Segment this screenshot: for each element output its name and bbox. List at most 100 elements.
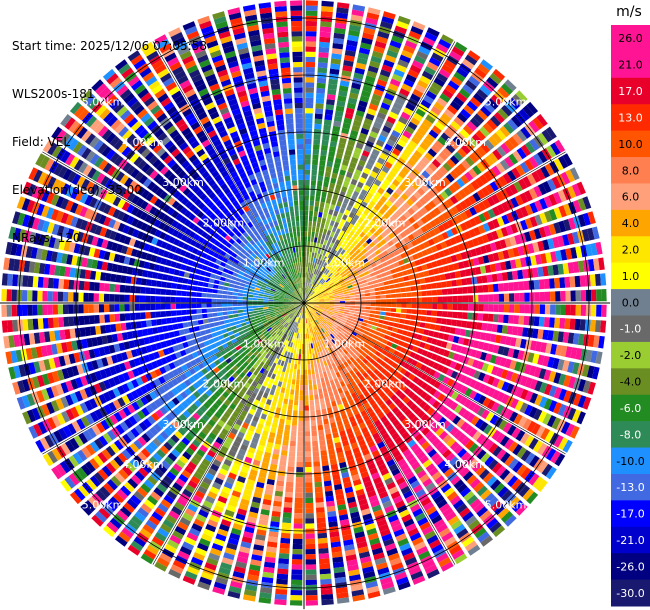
velocity-gate bbox=[466, 121, 478, 132]
velocity-gate bbox=[403, 210, 412, 219]
velocity-gate bbox=[341, 328, 347, 333]
velocity-gate bbox=[329, 220, 335, 227]
velocity-gate bbox=[370, 338, 377, 344]
velocity-gate bbox=[499, 159, 510, 171]
velocity-gate bbox=[444, 273, 451, 280]
velocity-gate bbox=[327, 341, 332, 348]
velocity-gate bbox=[318, 329, 322, 335]
velocity-gate bbox=[326, 314, 332, 319]
velocity-gate bbox=[295, 353, 299, 360]
velocity-gate bbox=[468, 168, 478, 179]
velocity-gate bbox=[428, 162, 438, 172]
velocity-gate bbox=[418, 423, 427, 432]
velocity-gate bbox=[433, 519, 446, 529]
velocity-gate bbox=[475, 129, 486, 141]
velocity-gate bbox=[555, 344, 563, 356]
velocity-gate bbox=[473, 226, 481, 236]
velocity-gate bbox=[395, 333, 402, 340]
velocity-gate bbox=[330, 58, 341, 65]
velocity-gate bbox=[395, 188, 403, 196]
velocity-gate bbox=[429, 323, 436, 330]
velocity-gate bbox=[372, 215, 379, 223]
velocity-gate bbox=[381, 165, 390, 174]
velocity-gate bbox=[298, 354, 301, 360]
velocity-gate bbox=[314, 304, 320, 307]
velocity-gate bbox=[508, 97, 521, 110]
velocity-gate bbox=[394, 357, 402, 364]
velocity-gate bbox=[332, 324, 338, 329]
velocity-gate bbox=[384, 363, 391, 371]
velocity-gate bbox=[449, 544, 462, 556]
velocity-gate bbox=[365, 303, 371, 307]
velocity-gate bbox=[335, 282, 341, 287]
velocity-gate bbox=[314, 399, 320, 405]
velocity-gate bbox=[356, 164, 364, 172]
velocity-gate bbox=[426, 190, 435, 199]
velocity-gate bbox=[356, 57, 368, 65]
velocity-gate bbox=[284, 491, 293, 498]
velocity-gate bbox=[321, 313, 327, 317]
velocity-gate bbox=[336, 317, 342, 322]
velocity-gate bbox=[281, 382, 287, 389]
velocity-gate bbox=[403, 387, 412, 396]
velocity-gate bbox=[480, 351, 487, 361]
velocity-gate bbox=[278, 397, 284, 404]
velocity-gate bbox=[318, 308, 324, 312]
velocity-gate bbox=[376, 111, 387, 120]
velocity-gate bbox=[547, 415, 557, 428]
velocity-gate bbox=[362, 319, 369, 324]
velocity-gate bbox=[316, 242, 320, 249]
velocity-gate bbox=[572, 362, 580, 375]
velocity-gate bbox=[313, 274, 317, 280]
velocity-gate bbox=[318, 316, 323, 321]
velocity-gate bbox=[590, 350, 598, 364]
velocity-gate bbox=[336, 274, 342, 279]
velocity-gate bbox=[313, 242, 317, 248]
velocity-gate bbox=[397, 157, 406, 166]
velocity-gate bbox=[540, 427, 551, 440]
velocity-gate bbox=[512, 247, 520, 257]
velocity-gate bbox=[376, 379, 384, 387]
velocity-gate bbox=[482, 397, 491, 408]
velocity-gate bbox=[510, 372, 519, 383]
velocity-gate bbox=[520, 144, 532, 157]
velocity-gate bbox=[310, 310, 315, 315]
velocity-gate bbox=[518, 281, 525, 291]
velocity-gate bbox=[329, 296, 335, 299]
velocity-gate bbox=[311, 425, 317, 431]
velocity-gate bbox=[323, 307, 330, 310]
velocity-gate bbox=[388, 374, 396, 382]
velocity-gate bbox=[395, 209, 403, 217]
velocity-gate bbox=[274, 391, 280, 397]
velocity-gate bbox=[468, 304, 474, 311]
velocity-gate bbox=[382, 324, 389, 330]
velocity-gate bbox=[396, 20, 409, 30]
velocity-gate bbox=[384, 316, 391, 321]
velocity-gate bbox=[308, 298, 314, 301]
velocity-gate bbox=[539, 212, 548, 224]
velocity-gate bbox=[359, 290, 365, 294]
velocity-gate bbox=[489, 181, 499, 192]
velocity-gate bbox=[479, 174, 489, 185]
velocity-gate bbox=[304, 287, 306, 293]
velocity-gate bbox=[495, 162, 506, 174]
velocity-gate bbox=[557, 235, 565, 247]
velocity-gate bbox=[388, 366, 395, 374]
velocity-gate bbox=[445, 452, 456, 463]
velocity-gate bbox=[355, 357, 362, 364]
velocity-gate bbox=[311, 164, 318, 171]
velocity-gate bbox=[511, 427, 521, 439]
velocity-gate bbox=[466, 413, 476, 423]
velocity-gate bbox=[305, 482, 313, 488]
velocity-gate bbox=[495, 129, 507, 141]
velocity-gate bbox=[424, 256, 431, 263]
velocity-gate bbox=[473, 392, 482, 402]
velocity-gate bbox=[306, 272, 309, 278]
velocity-gate bbox=[320, 249, 324, 255]
velocity-gate bbox=[434, 456, 444, 466]
velocity-gate bbox=[304, 426, 310, 432]
velocity-gate bbox=[447, 80, 460, 91]
velocity-gate bbox=[399, 444, 409, 453]
velocity-gate bbox=[536, 479, 548, 492]
velocity-gate bbox=[364, 313, 370, 317]
